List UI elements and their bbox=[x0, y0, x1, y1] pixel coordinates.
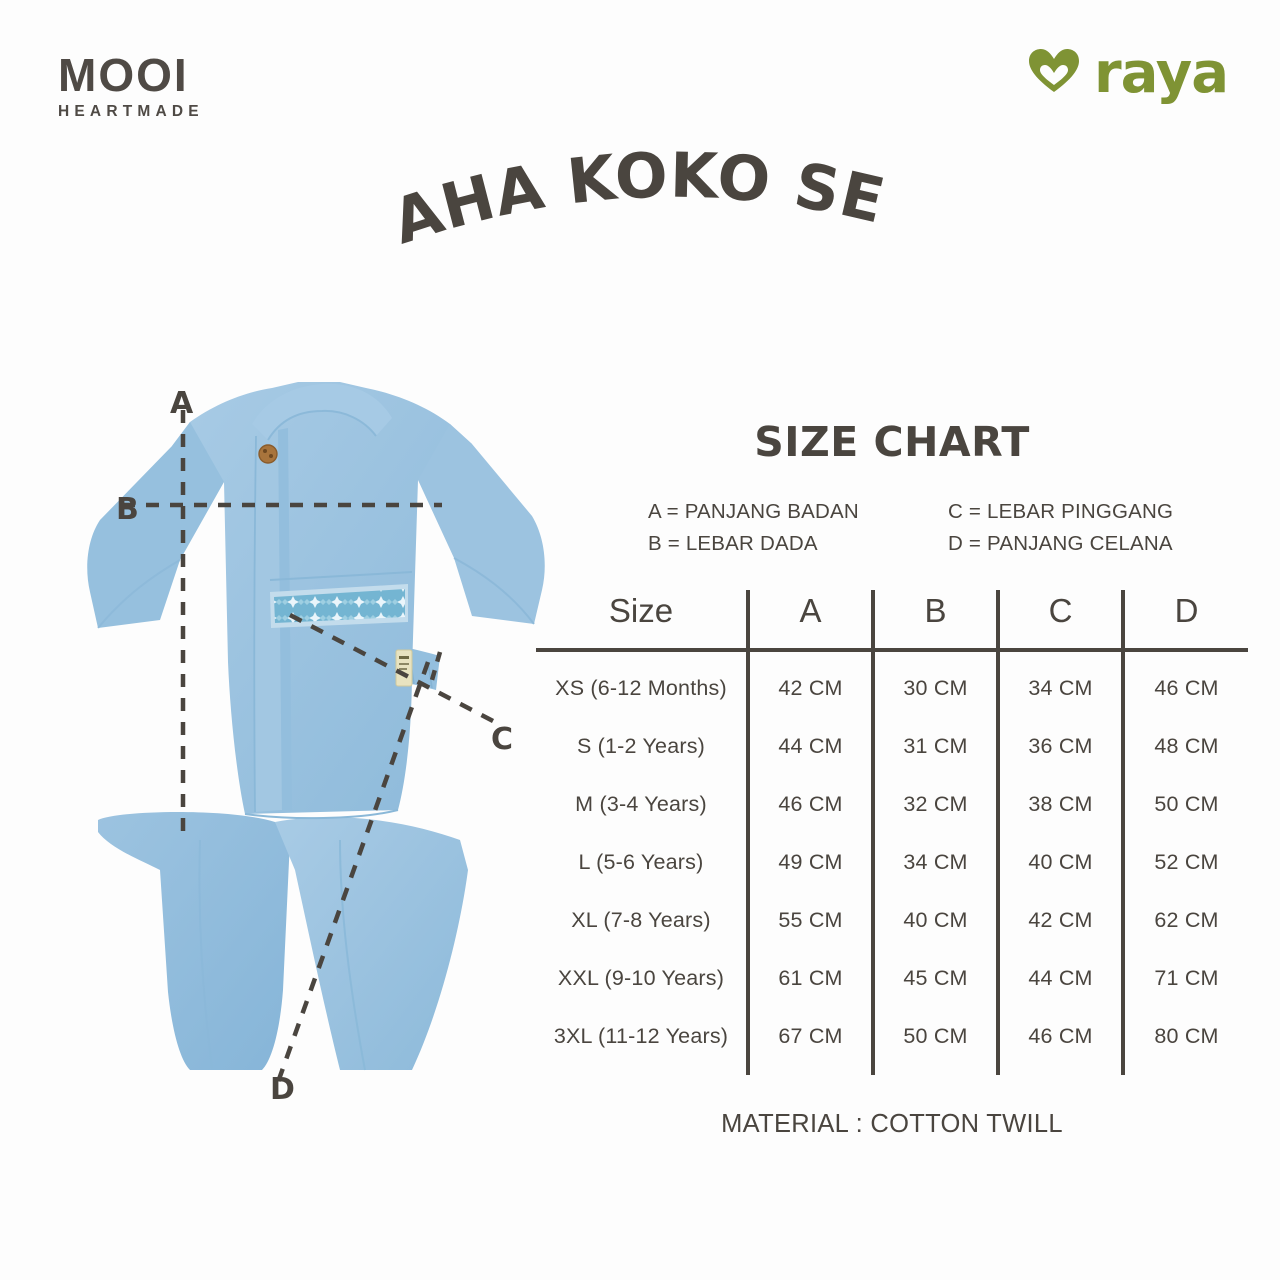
cell-b: 32 CM bbox=[871, 775, 998, 834]
cell-d: 46 CM bbox=[1121, 650, 1248, 718]
legend-item-c: C = LEBAR PINGGANG bbox=[948, 500, 1174, 523]
table-row: XL (7-8 Years) 55 CM 40 CM 42 CM 62 CM bbox=[536, 891, 1248, 950]
cell-b: 30 CM bbox=[871, 650, 998, 718]
size-chart-heading: SIZE CHART bbox=[754, 418, 1030, 466]
cell-size: L (5-6 Years) bbox=[578, 850, 704, 874]
column-header-size: Size bbox=[536, 590, 748, 652]
cell-c: 46 CM bbox=[996, 1007, 1123, 1075]
cell-a: 67 CM bbox=[746, 1007, 873, 1075]
cell-a: 61 CM bbox=[746, 949, 873, 1008]
cell-b: 45 CM bbox=[871, 949, 998, 1008]
legend-item-b: B = LEBAR DADA bbox=[648, 532, 818, 555]
table-row: M (3-4 Years) 46 CM 32 CM 38 CM 50 CM bbox=[536, 775, 1248, 834]
cell-a: 42 CM bbox=[746, 650, 873, 718]
cell-d: 50 CM bbox=[1121, 775, 1248, 834]
cell-a: 55 CM bbox=[746, 891, 873, 950]
cell-b: 34 CM bbox=[871, 833, 998, 892]
measure-line-c bbox=[288, 613, 497, 724]
size-chart-panel: SIZE CHART A = PANJANG BADAN C = LEBAR P… bbox=[536, 418, 1248, 1075]
cell-c: 44 CM bbox=[996, 949, 1123, 1008]
table-row: 3XL (11-12 Years) 67 CM 50 CM 46 CM 80 CM bbox=[536, 1007, 1248, 1075]
cell-d: 80 CM bbox=[1121, 1007, 1248, 1075]
cell-c: 38 CM bbox=[996, 775, 1123, 834]
cell-d: 52 CM bbox=[1121, 833, 1248, 892]
cell-c: 40 CM bbox=[996, 833, 1123, 892]
column-header-c: C bbox=[996, 590, 1123, 652]
brand-logo: MOOI HEARTMADE bbox=[58, 52, 328, 121]
legend-item-d: D = PANJANG CELANA bbox=[948, 532, 1173, 555]
marker-label-b: B bbox=[116, 492, 139, 527]
cell-size: XS (6-12 Months) bbox=[555, 676, 727, 700]
table-row: XS (6-12 Months) 42 CM 30 CM 34 CM 46 CM bbox=[536, 650, 1248, 718]
heart-icon bbox=[1026, 47, 1082, 102]
cell-b: 31 CM bbox=[871, 717, 998, 776]
cell-a: 44 CM bbox=[746, 717, 873, 776]
cell-d: 48 CM bbox=[1121, 717, 1248, 776]
legend-item-a: A = PANJANG BADAN bbox=[648, 500, 859, 523]
svg-text:TAHA KOKO SET: TAHA KOKO SET bbox=[0, 140, 892, 258]
measure-line-d bbox=[275, 661, 431, 1083]
cell-size: M (3-4 Years) bbox=[575, 792, 707, 816]
decorative-trim bbox=[270, 584, 408, 628]
measurement-legend: A = PANJANG BADAN C = LEBAR PINGGANG B =… bbox=[536, 500, 1248, 556]
product-photo bbox=[40, 370, 570, 1140]
size-table: Size A B C D XS (6-12 Months) 42 CM 30 CM 3… bbox=[536, 590, 1248, 1075]
table-row: S (1-2 Years) 44 CM 31 CM 36 CM 48 CM bbox=[536, 717, 1248, 776]
raya-wordmark: raya bbox=[1094, 41, 1229, 106]
cell-a: 46 CM bbox=[746, 775, 873, 834]
cell-d: 62 CM bbox=[1121, 891, 1248, 950]
column-header-b: B bbox=[871, 590, 998, 652]
brand-name: MOOI bbox=[58, 49, 189, 101]
page-title: TAHA KOKO SET bbox=[0, 140, 1280, 270]
cell-d: 71 CM bbox=[1121, 949, 1248, 1008]
material-note: MATERIAL : COTTON TWILL bbox=[721, 1110, 1063, 1138]
table-row: L (5-6 Years) 49 CM 34 CM 40 CM 52 CM bbox=[536, 833, 1248, 892]
brand-tag bbox=[395, 649, 413, 687]
marker-label-a: A bbox=[170, 386, 194, 421]
brand-tagline: HEARTMADE bbox=[58, 103, 204, 120]
cell-a: 49 CM bbox=[746, 833, 873, 892]
cell-size: 3XL (11-12 Years) bbox=[553, 1024, 729, 1048]
cell-size: S (1-2 Years) bbox=[576, 734, 706, 758]
cell-c: 36 CM bbox=[996, 717, 1123, 776]
column-header-a: A bbox=[746, 590, 873, 652]
cell-c: 42 CM bbox=[996, 891, 1123, 950]
raya-logo: raya bbox=[1026, 41, 1229, 106]
table-header-row: Size A B C D bbox=[536, 590, 1248, 652]
cell-size: XXL (9-10 Years) bbox=[557, 966, 725, 990]
cell-b: 50 CM bbox=[871, 1007, 998, 1075]
table-row: XXL (9-10 Years) 61 CM 45 CM 44 CM 71 CM bbox=[536, 949, 1248, 1008]
cell-c: 34 CM bbox=[996, 650, 1123, 718]
marker-label-d: D bbox=[270, 1072, 295, 1107]
cell-size: XL (7-8 Years) bbox=[571, 908, 711, 932]
cell-b: 40 CM bbox=[871, 891, 998, 950]
marker-label-c: C bbox=[491, 722, 514, 757]
shirt-button bbox=[259, 445, 277, 463]
column-header-d: D bbox=[1121, 590, 1248, 652]
